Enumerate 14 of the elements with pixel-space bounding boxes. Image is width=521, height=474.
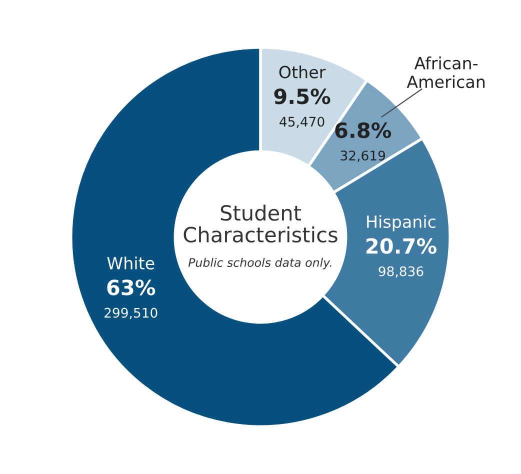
text: 32,619: [340, 150, 386, 162]
data-label: 63%: [107, 280, 156, 296]
slice-label: Other: [279, 65, 326, 78]
data-label: 9.5%: [274, 88, 330, 104]
text: Student Characteristics: [184, 204, 338, 243]
data-label: 6.8%: [335, 122, 392, 138]
slice-label: African- American: [406, 56, 485, 88]
slice-label: Hispanic: [367, 215, 436, 232]
text: Public schools data only.: [188, 258, 332, 270]
data-label: 20.7%: [366, 238, 436, 254]
text: 45,470: [280, 116, 324, 128]
text: 98,836: [378, 266, 424, 278]
text: 299,510: [104, 308, 158, 320]
slice-label: White: [107, 256, 154, 270]
